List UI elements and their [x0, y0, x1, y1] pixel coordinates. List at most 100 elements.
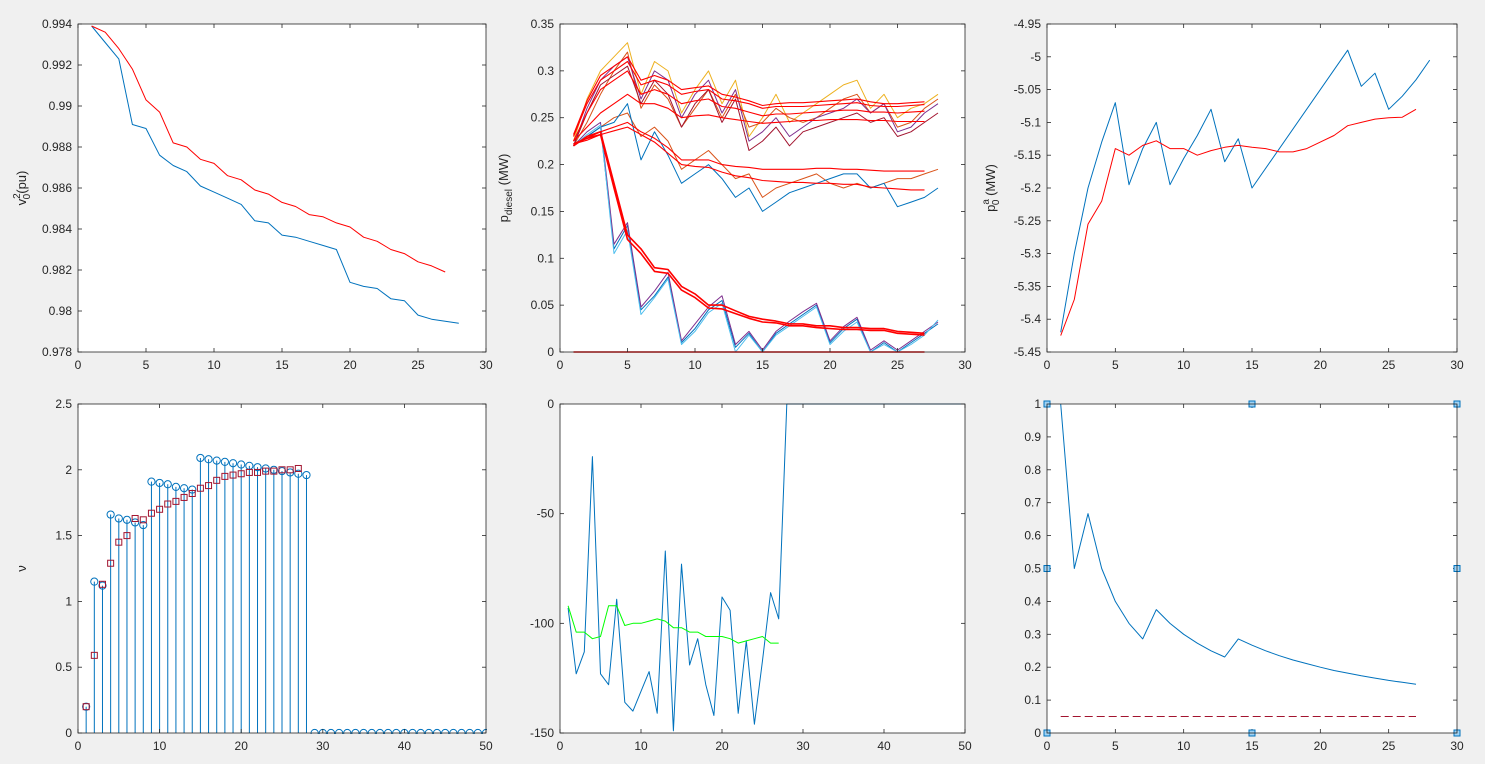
series-line-blue	[1060, 49, 1431, 333]
x-tick-label: 10	[1177, 739, 1191, 753]
stem-marker	[106, 510, 115, 519]
y-tick-label: -5.4	[1020, 312, 1041, 326]
x-tick-label: 0	[1044, 739, 1051, 753]
square-marker	[180, 493, 188, 501]
square-marker	[115, 538, 123, 546]
square-marker	[229, 471, 237, 479]
series-line-blue	[91, 25, 459, 324]
stem-marker	[237, 460, 246, 469]
y-tick-label: 0.5	[1024, 562, 1041, 576]
x-tick-label: 15	[275, 358, 289, 372]
y-label-rest: (MW)	[496, 154, 511, 189]
stem-marker	[155, 478, 164, 488]
x-tick-label: 20	[1314, 739, 1328, 753]
square-marker	[245, 468, 253, 476]
square-marker	[278, 466, 286, 474]
y-label-sup: 2	[12, 193, 23, 199]
stem-marker	[114, 514, 123, 523]
y-tick-label: 2	[65, 463, 72, 477]
y-tick-label: 0.986	[42, 181, 72, 195]
series-line-r3	[573, 70, 925, 142]
x-tick-label: 10	[153, 739, 167, 753]
x-tick-label: 20	[823, 358, 837, 372]
stem-marker	[98, 581, 107, 590]
stem-marker	[204, 455, 213, 464]
stem-marker	[253, 463, 262, 472]
square-marker	[188, 489, 196, 497]
square-marker	[147, 509, 155, 517]
y-tick-label: -5.45	[1014, 345, 1042, 359]
square-marker	[131, 514, 139, 522]
series-line-r8	[573, 133, 925, 336]
stem-marker	[188, 485, 197, 494]
y-tick-label: 0.05	[531, 298, 555, 312]
y-tick-label: 0.984	[42, 222, 72, 236]
y-tick-label: 1.5	[55, 529, 72, 543]
x-tick-label: 25	[1382, 739, 1396, 753]
stem-marker	[277, 467, 287, 476]
y-tick-label: 0.2	[1024, 660, 1041, 674]
x-tick-label: 40	[877, 739, 891, 753]
y-axis-label: ν	[14, 565, 29, 572]
square-marker	[254, 468, 262, 476]
y-tick-label: 0.35	[531, 17, 555, 31]
x-tick-label: 20	[1314, 358, 1328, 372]
axes-bottom-left: 0 10 20 30 40 50 0 0.5 1 1.5 2 2.5 ν	[14, 397, 493, 753]
stem-marker	[269, 465, 278, 474]
data-layer	[91, 25, 459, 324]
y-tick-label: 0	[65, 726, 72, 740]
axes-top-right: 0 5 10 15 20 25 30 -5.45 -5.4 -5.35 -5.3 -5.25 -5.2 -…	[981, 17, 1464, 372]
y-label-main: ν	[14, 565, 29, 572]
x-tick-label: 5	[1112, 739, 1119, 753]
y-tick-label: 0.99	[49, 99, 73, 113]
x-tick-label: 30	[1450, 739, 1464, 753]
series-line-blue	[567, 403, 965, 732]
x-tick-label: 30	[1450, 358, 1464, 372]
y-tick-label: 0	[547, 397, 554, 411]
series-line-g8	[573, 121, 939, 351]
stem-marker	[171, 482, 181, 492]
x-tick-label: 15	[1245, 358, 1259, 372]
x-tick-label: 40	[398, 739, 412, 753]
stem-marker	[139, 520, 148, 530]
square-marker	[107, 559, 115, 567]
square-marker	[262, 467, 270, 475]
data-layer	[567, 403, 965, 732]
y-tick-label: 0.1	[537, 251, 554, 265]
data-layer	[1060, 49, 1431, 336]
y-tick-label: -5	[1030, 50, 1041, 64]
stem-marker	[122, 515, 132, 524]
data-layer	[572, 42, 939, 353]
y-label-main: v	[14, 198, 29, 205]
square-marker	[90, 651, 98, 659]
stem-marker	[179, 484, 189, 493]
y-tick-label: -5.25	[1014, 214, 1042, 228]
data-layer	[82, 453, 487, 734]
axes-border	[559, 403, 966, 734]
stem-marker	[294, 469, 303, 478]
stem-marker	[220, 457, 229, 467]
y-tick-label: 0	[547, 345, 554, 359]
axes-border	[77, 23, 487, 353]
data-layer	[1060, 403, 1417, 717]
y-tick-label: 0.7	[1024, 496, 1041, 510]
square-marker	[164, 500, 172, 508]
axes-bottom-right: 0 5 10 15 20 25 30 0 0.1 0.2 0.3 0.4 0.5 0.6 0.7 0.8 0.9…	[1024, 397, 1464, 753]
x-tick-label: 10	[634, 739, 648, 753]
series-line-r4	[573, 93, 925, 142]
y-axis-label: pdiesel (MW)	[496, 154, 515, 223]
x-tick-label: 15	[1245, 739, 1259, 753]
stem-marker	[228, 459, 238, 468]
y-tick-label: 1	[1034, 397, 1041, 411]
x-tick-label: 25	[1382, 358, 1396, 372]
axes-top-left: 0 5 10 15 20 25 300.9780.980.9820.9840.9860.98…	[12, 17, 493, 372]
axes-background	[1047, 404, 1457, 733]
square-marker	[172, 497, 180, 505]
y-tick-label: 0.994	[42, 17, 72, 31]
y-tick-label: 0.4	[1024, 594, 1041, 608]
stem-marker	[196, 453, 205, 463]
y-label-sub: 0	[22, 193, 33, 199]
y-tick-label: -5.1	[1020, 115, 1041, 129]
y-tick-label: 0.3	[1024, 627, 1041, 641]
